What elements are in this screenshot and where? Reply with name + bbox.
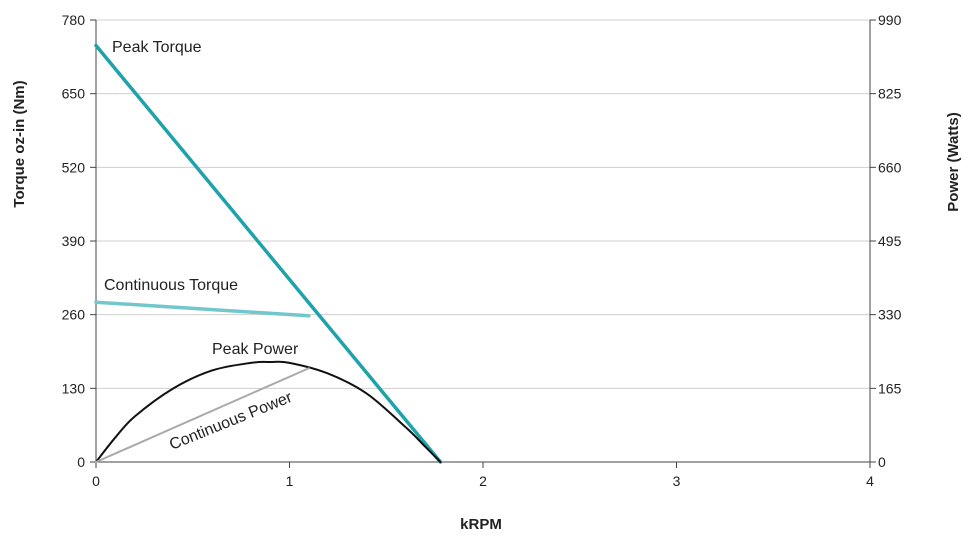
peak-power-line [95, 360, 442, 463]
y-left-tick-label: 260 [62, 307, 86, 323]
tick-labels: 0 130 260 390 520 650 780 0 165 330 495 660 825 990 0 1… [62, 12, 902, 489]
y-left-tick-label: 130 [62, 380, 86, 396]
y-left-tick-label: 780 [62, 12, 86, 28]
gridlines [96, 19, 870, 389]
y-right-tick-label: 495 [878, 233, 902, 249]
y-right-tick-label: 825 [878, 86, 902, 102]
x-tick-label: 0 [92, 473, 100, 489]
x-tick-label: 1 [286, 473, 294, 489]
y-right-tick-label: 990 [878, 12, 902, 28]
x-tick-label: 4 [866, 473, 874, 489]
x-axis-title: kRPM [460, 516, 502, 533]
continuous-power-line [95, 367, 310, 463]
y-axis-left-title: Torque oz-in (Nm) [11, 80, 28, 207]
y-left-tick-label: 0 [77, 454, 85, 470]
peak-torque-label: Peak Torque [112, 39, 202, 56]
axes [90, 19, 876, 468]
y-right-tick-label: 165 [878, 380, 902, 396]
series-lines [94, 43, 443, 464]
y-left-tick-label: 650 [62, 86, 86, 102]
y-left-tick-label: 390 [62, 233, 86, 249]
continuous-torque-line [94, 300, 311, 318]
x-tick-label: 2 [479, 473, 487, 489]
y-right-tick-label: 330 [878, 307, 902, 323]
y-right-tick-label: 0 [878, 454, 886, 470]
peak-power-label: Peak Power [212, 341, 299, 358]
y-right-tick-label: 660 [878, 159, 902, 175]
y-axis-right-title: Power (Watts) [945, 112, 962, 211]
x-tick-label: 3 [673, 473, 681, 489]
y-left-tick-label: 520 [62, 159, 86, 175]
continuous-torque-label: Continuous Torque [104, 277, 238, 294]
peak-torque-line [94, 43, 443, 464]
